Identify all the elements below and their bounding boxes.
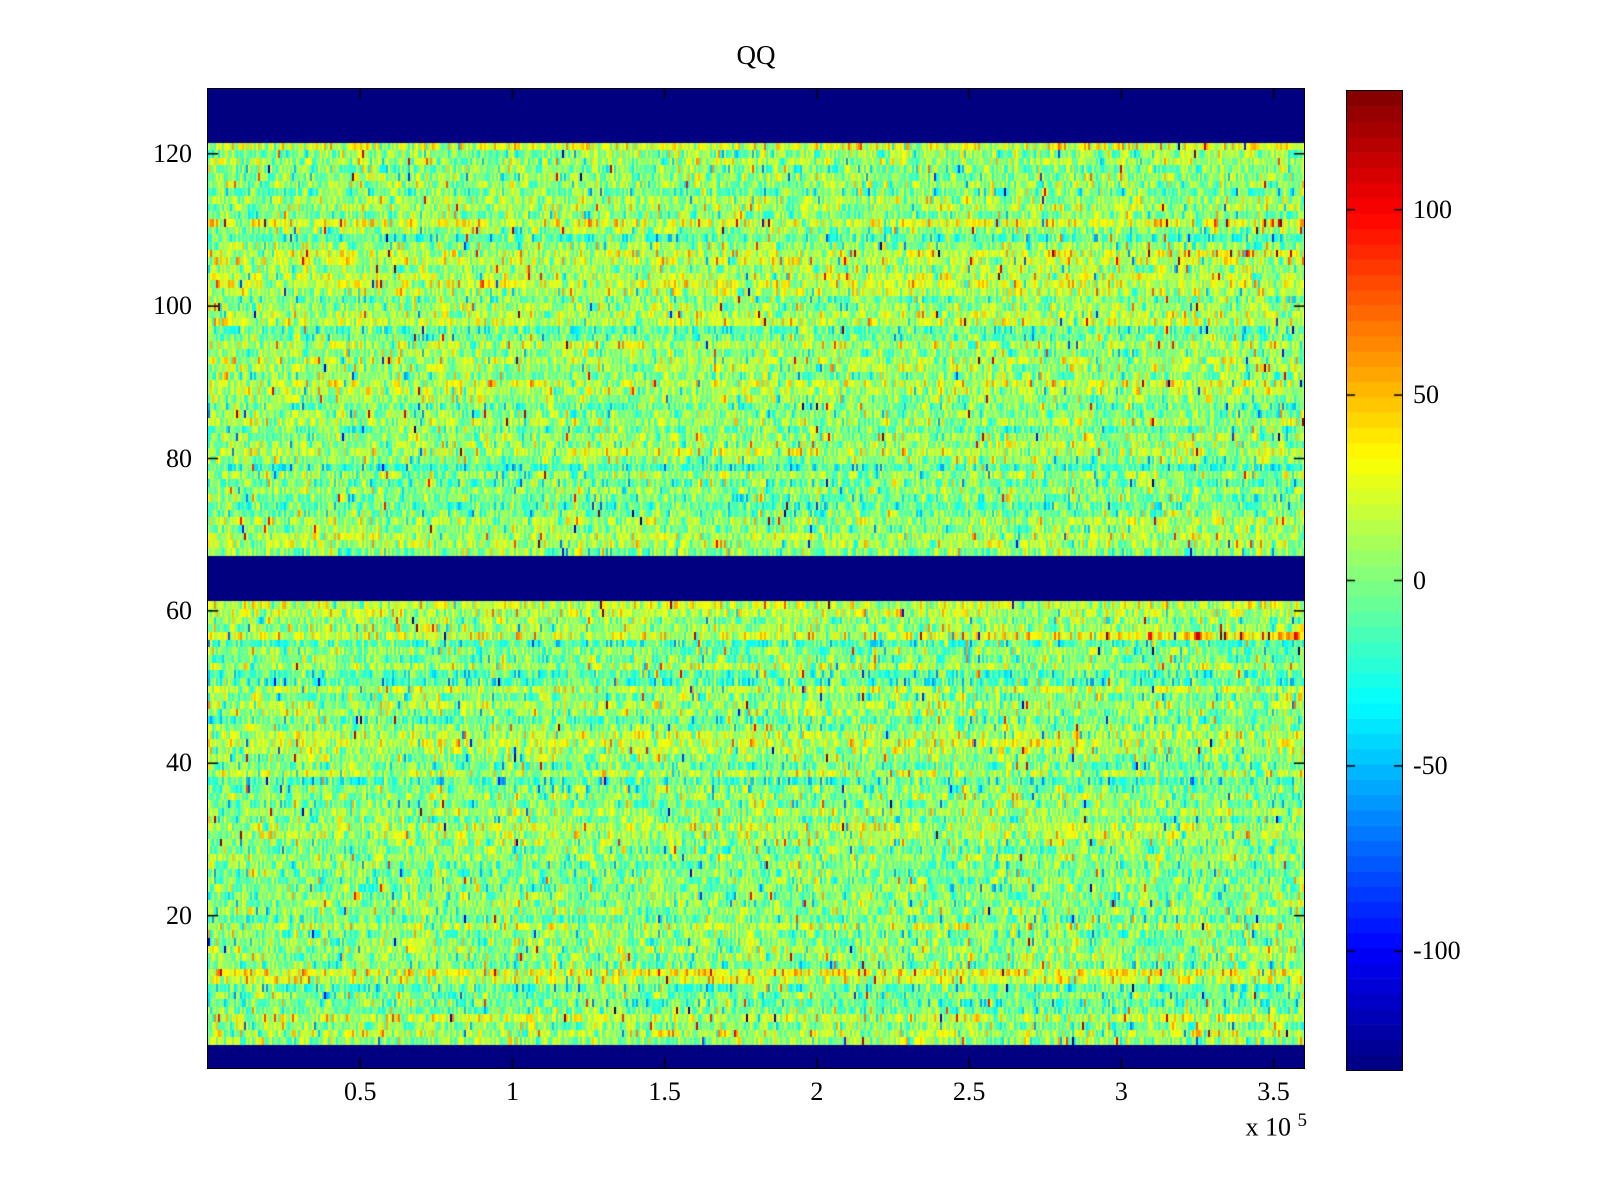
- colorbar-tick-label: -100: [1413, 936, 1461, 966]
- heatmap-canvas: [207, 88, 1305, 1069]
- x-axis-tick-label: 1.5: [648, 1077, 681, 1106]
- x-axis-tick-label: 1: [505, 1077, 519, 1106]
- colorbar-tick-label: 100: [1413, 194, 1452, 224]
- x-axis-tick-label: 3.5: [1257, 1077, 1290, 1106]
- y-axis-tick-label: 120: [153, 138, 192, 168]
- x-axis-tick-label: 0.5: [343, 1077, 377, 1106]
- x-axis-exponent-prefix: x 10: [1245, 1112, 1292, 1142]
- colorbar-tick-label: -50: [1413, 750, 1448, 780]
- x-axis-exponent-value: 5: [1297, 1110, 1308, 1131]
- colorbar-tick-label: 50: [1413, 380, 1439, 410]
- colorbar-canvas: [1346, 90, 1403, 1071]
- x-axis-exponent-label: x 10 5: [1140, 1110, 1308, 1143]
- y-axis-tick-label: 100: [153, 291, 192, 321]
- y-axis-tick-label: 40: [166, 748, 192, 778]
- y-axis-tick-label: 20: [166, 900, 192, 930]
- colorbar-tick-label: 0: [1413, 565, 1426, 595]
- x-axis-tick-label: 3: [1114, 1077, 1128, 1106]
- x-axis-tick-label: 2: [810, 1077, 824, 1106]
- chart-title: QQ: [736, 40, 776, 70]
- y-axis-tick-label: 60: [166, 595, 192, 625]
- y-axis-tick-label: 80: [166, 443, 192, 473]
- x-axis-tick-label: 2.5: [952, 1077, 986, 1106]
